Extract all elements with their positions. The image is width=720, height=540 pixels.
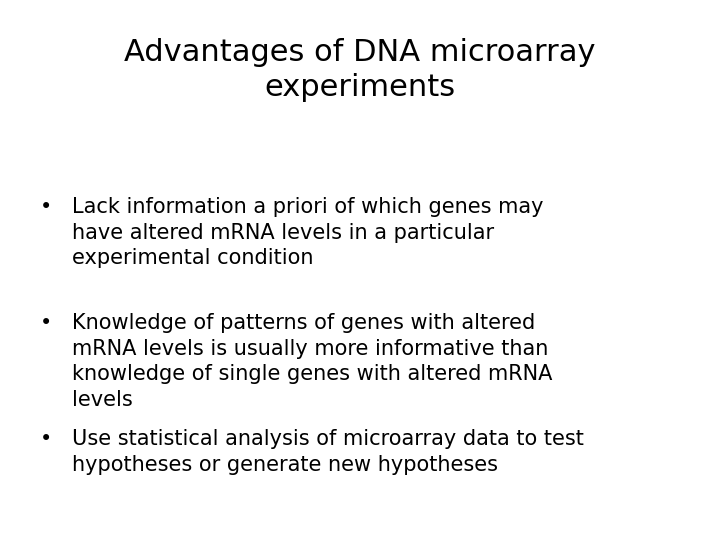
Text: •: •	[40, 313, 52, 333]
Text: •: •	[40, 429, 52, 449]
Text: Knowledge of patterns of genes with altered
mRNA levels is usually more informat: Knowledge of patterns of genes with alte…	[72, 313, 552, 410]
Text: Advantages of DNA microarray
experiments: Advantages of DNA microarray experiments	[125, 38, 595, 102]
Text: Lack information a priori of which genes may
have altered mRNA levels in a parti: Lack information a priori of which genes…	[72, 197, 544, 268]
Text: Use statistical analysis of microarray data to test
hypotheses or generate new h: Use statistical analysis of microarray d…	[72, 429, 584, 475]
Text: •: •	[40, 197, 52, 217]
